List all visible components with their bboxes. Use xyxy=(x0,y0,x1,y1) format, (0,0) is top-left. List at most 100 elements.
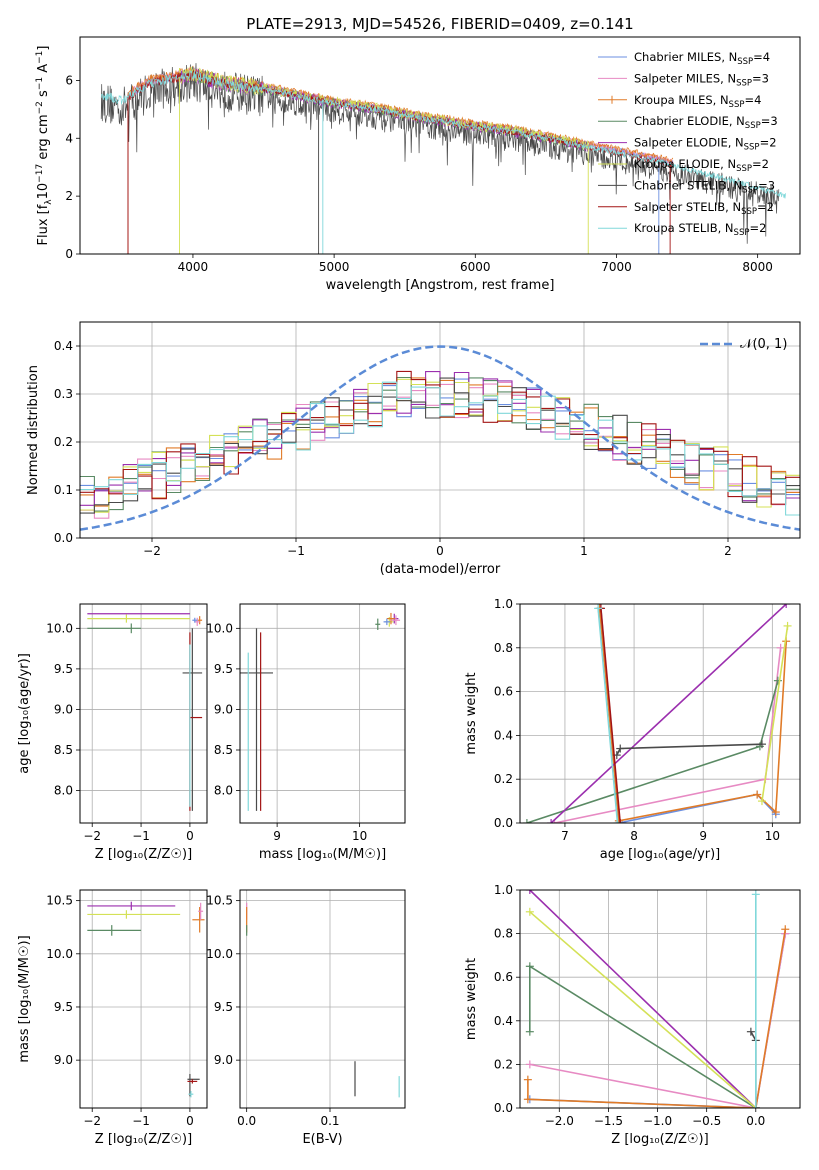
y-axis-label: Normed distribution xyxy=(26,365,41,495)
panel-mass_vs_ebv: 0.0 0.1 9.0 9.5 10.0 10.5 E(B-V) xyxy=(206,889,406,1147)
legend-label: Chabrier ELODIE, NSSP=3 xyxy=(634,114,778,131)
x-tick-label: 0.0 xyxy=(237,1114,256,1128)
legend-label: Salpeter ELODIE, NSSP=2 xyxy=(634,136,777,153)
y-label-part: ] xyxy=(36,46,51,51)
y-tick-label: 9.5 xyxy=(54,662,73,676)
x-axis-label: (data-model)/error xyxy=(380,562,501,577)
y-tick-label: 9.5 xyxy=(54,1000,73,1014)
y-tick-label: 0.4 xyxy=(54,339,73,353)
x-tick-label: 0.0 xyxy=(746,1114,765,1128)
legend-n: =2 xyxy=(760,136,777,150)
legend-label: Kroupa STELIB, NSSP=2 xyxy=(634,221,766,238)
y-tick-label: 10.5 xyxy=(206,894,233,908)
x-tick-label: −0.5 xyxy=(692,1114,721,1128)
legend-text: Salpeter ELODIE, N xyxy=(634,136,744,150)
y-axis-label: mass [log₁₀(M/M☉)] xyxy=(17,935,32,1062)
x-tick-label: 9 xyxy=(273,829,281,843)
x-tick-label: 0 xyxy=(186,829,194,843)
y-label-part: A xyxy=(36,64,51,77)
y-tick-label: 2 xyxy=(65,189,73,203)
y-tick-label: 1.0 xyxy=(494,597,513,611)
x-tick-label: 5000 xyxy=(319,260,350,274)
plot-area-residuals xyxy=(80,345,800,531)
y-tick-label: 0.6 xyxy=(494,685,513,699)
mass-weight-line xyxy=(761,625,789,802)
legend-sub: SSP xyxy=(736,78,752,88)
legend-sub: SSP xyxy=(741,207,757,217)
x-tick-label: 1 xyxy=(580,544,588,558)
mass-weight-line xyxy=(597,608,619,823)
axes-frame xyxy=(519,889,801,1109)
x-tick-label: 0 xyxy=(186,1114,194,1128)
panel-residuals: −2 −1 0 1 2 0.0 0.1 0.2 0.3 0.4 𝒩(0, 1) (data-model… xyxy=(26,321,801,577)
x-axis-label: Z [log₁₀(Z/Z☉)] xyxy=(95,847,192,862)
y-tick-label: 0.0 xyxy=(54,531,73,545)
panel-age_vs_Z: −2 −1 0 8.0 8.5 9.0 9.5 10.0 Z [log₁₀(Z/Z☉)] age … xyxy=(17,603,208,862)
x-tick-label: 7 xyxy=(561,829,569,843)
plot-area-massweight_vs_age xyxy=(522,604,792,823)
legend-label: Salpeter MILES, NSSP=3 xyxy=(634,71,769,88)
y-label-part: λ xyxy=(44,199,54,205)
legend-sub: SSP xyxy=(744,143,760,153)
legend-n: =3 xyxy=(752,71,769,85)
x-tick-label: −1 xyxy=(132,1114,150,1128)
legend-label: Chabrier MILES, NSSP=4 xyxy=(634,50,770,67)
y-label-part: Flux [f xyxy=(36,204,51,245)
x-tick-label: −1.0 xyxy=(643,1114,672,1128)
axes-frame xyxy=(79,889,208,1109)
y-label-part: −17 xyxy=(35,164,45,183)
x-axis-label: age [log₁₀(age/yr)] xyxy=(600,847,721,862)
x-tick-label: 0.1 xyxy=(320,1114,339,1128)
y-tick-label: 0.3 xyxy=(54,387,73,401)
panel-age_vs_mass: 9 10 8.0 8.5 9.0 9.5 10.0 mass [log₁₀(M/M☉)] xyxy=(206,603,406,862)
mass-weight-line xyxy=(598,608,787,822)
y-tick-label: 10.5 xyxy=(46,894,73,908)
legend-text: Chabrier ELODIE, N xyxy=(634,114,745,128)
y-label-part: −2 xyxy=(35,101,45,114)
y-tick-label: 1.0 xyxy=(494,883,513,897)
x-tick-label: 10 xyxy=(352,829,367,843)
x-tick-label: −2 xyxy=(83,1114,101,1128)
y-label-part: −1 xyxy=(35,51,45,64)
x-tick-label: 8000 xyxy=(742,260,773,274)
plot-area-age_vs_mass xyxy=(240,612,401,811)
y-tick-label: 0.2 xyxy=(54,435,73,449)
legend-n: =2 xyxy=(752,157,769,171)
y-axis-label: Flux [fλ10−17 erg cm−2 s−1 A−1] xyxy=(35,46,54,246)
legend-n: =2 xyxy=(749,221,766,235)
y-tick-label: 0.4 xyxy=(494,728,513,742)
y-label-part: s xyxy=(36,90,51,101)
y-tick-label: 9.0 xyxy=(214,1053,233,1067)
y-tick-label: 0.0 xyxy=(494,1101,513,1115)
legend-text: Kroupa STELIB, N xyxy=(634,221,734,235)
y-tick-label: 6 xyxy=(65,73,73,87)
residual-histogram xyxy=(80,381,800,516)
y-tick-label: 9.0 xyxy=(54,702,73,716)
y-tick-label: 0.1 xyxy=(54,483,73,497)
plot-area-mass_vs_ebv xyxy=(246,902,400,1098)
y-tick-label: 0.6 xyxy=(494,970,513,984)
x-tick-label: −2.0 xyxy=(545,1114,574,1128)
legend-sub: SSP xyxy=(742,185,758,195)
legend-label: Kroupa MILES, NSSP=4 xyxy=(634,93,761,110)
x-tick-label: 0 xyxy=(436,544,444,558)
x-axis-label: Z [log₁₀(Z/Z☉)] xyxy=(95,1132,192,1147)
panel-massweight_vs_Z: −2.0 −1.5 −1.0 −0.5 0.0 0.0 0.2 0.4 0.6 0.8 1.0 Z [… xyxy=(464,883,801,1147)
y-tick-label: 9.0 xyxy=(214,702,233,716)
y-tick-label: 0.4 xyxy=(494,1014,513,1028)
figure-title: PLATE=2913, MJD=54526, FIBERID=0409, z=0… xyxy=(246,15,633,33)
mass-weight-line xyxy=(529,911,757,1108)
legend-text: Salpeter MILES, N xyxy=(634,71,736,85)
panel-spectrum: 4000 5000 6000 7000 8000 0 2 4 6 wavelength [Angs… xyxy=(35,36,801,293)
legend-text: Chabrier STELIB, N xyxy=(634,178,742,192)
panel-massweight_vs_age: 7 8 9 10 0.0 0.2 0.4 0.6 0.8 1.0 age [log₁₀(age/yr… xyxy=(464,597,801,862)
x-axis-label: E(B-V) xyxy=(302,1132,342,1147)
legend-sub: SSP xyxy=(734,228,750,238)
y-tick-label: 9.5 xyxy=(214,662,233,676)
mass-weight-line xyxy=(529,890,757,1108)
legend-sub: SSP xyxy=(745,121,761,131)
x-tick-label: −2 xyxy=(83,829,101,843)
plot-area-age_vs_Z xyxy=(87,613,203,811)
x-tick-label: 2 xyxy=(724,544,732,558)
